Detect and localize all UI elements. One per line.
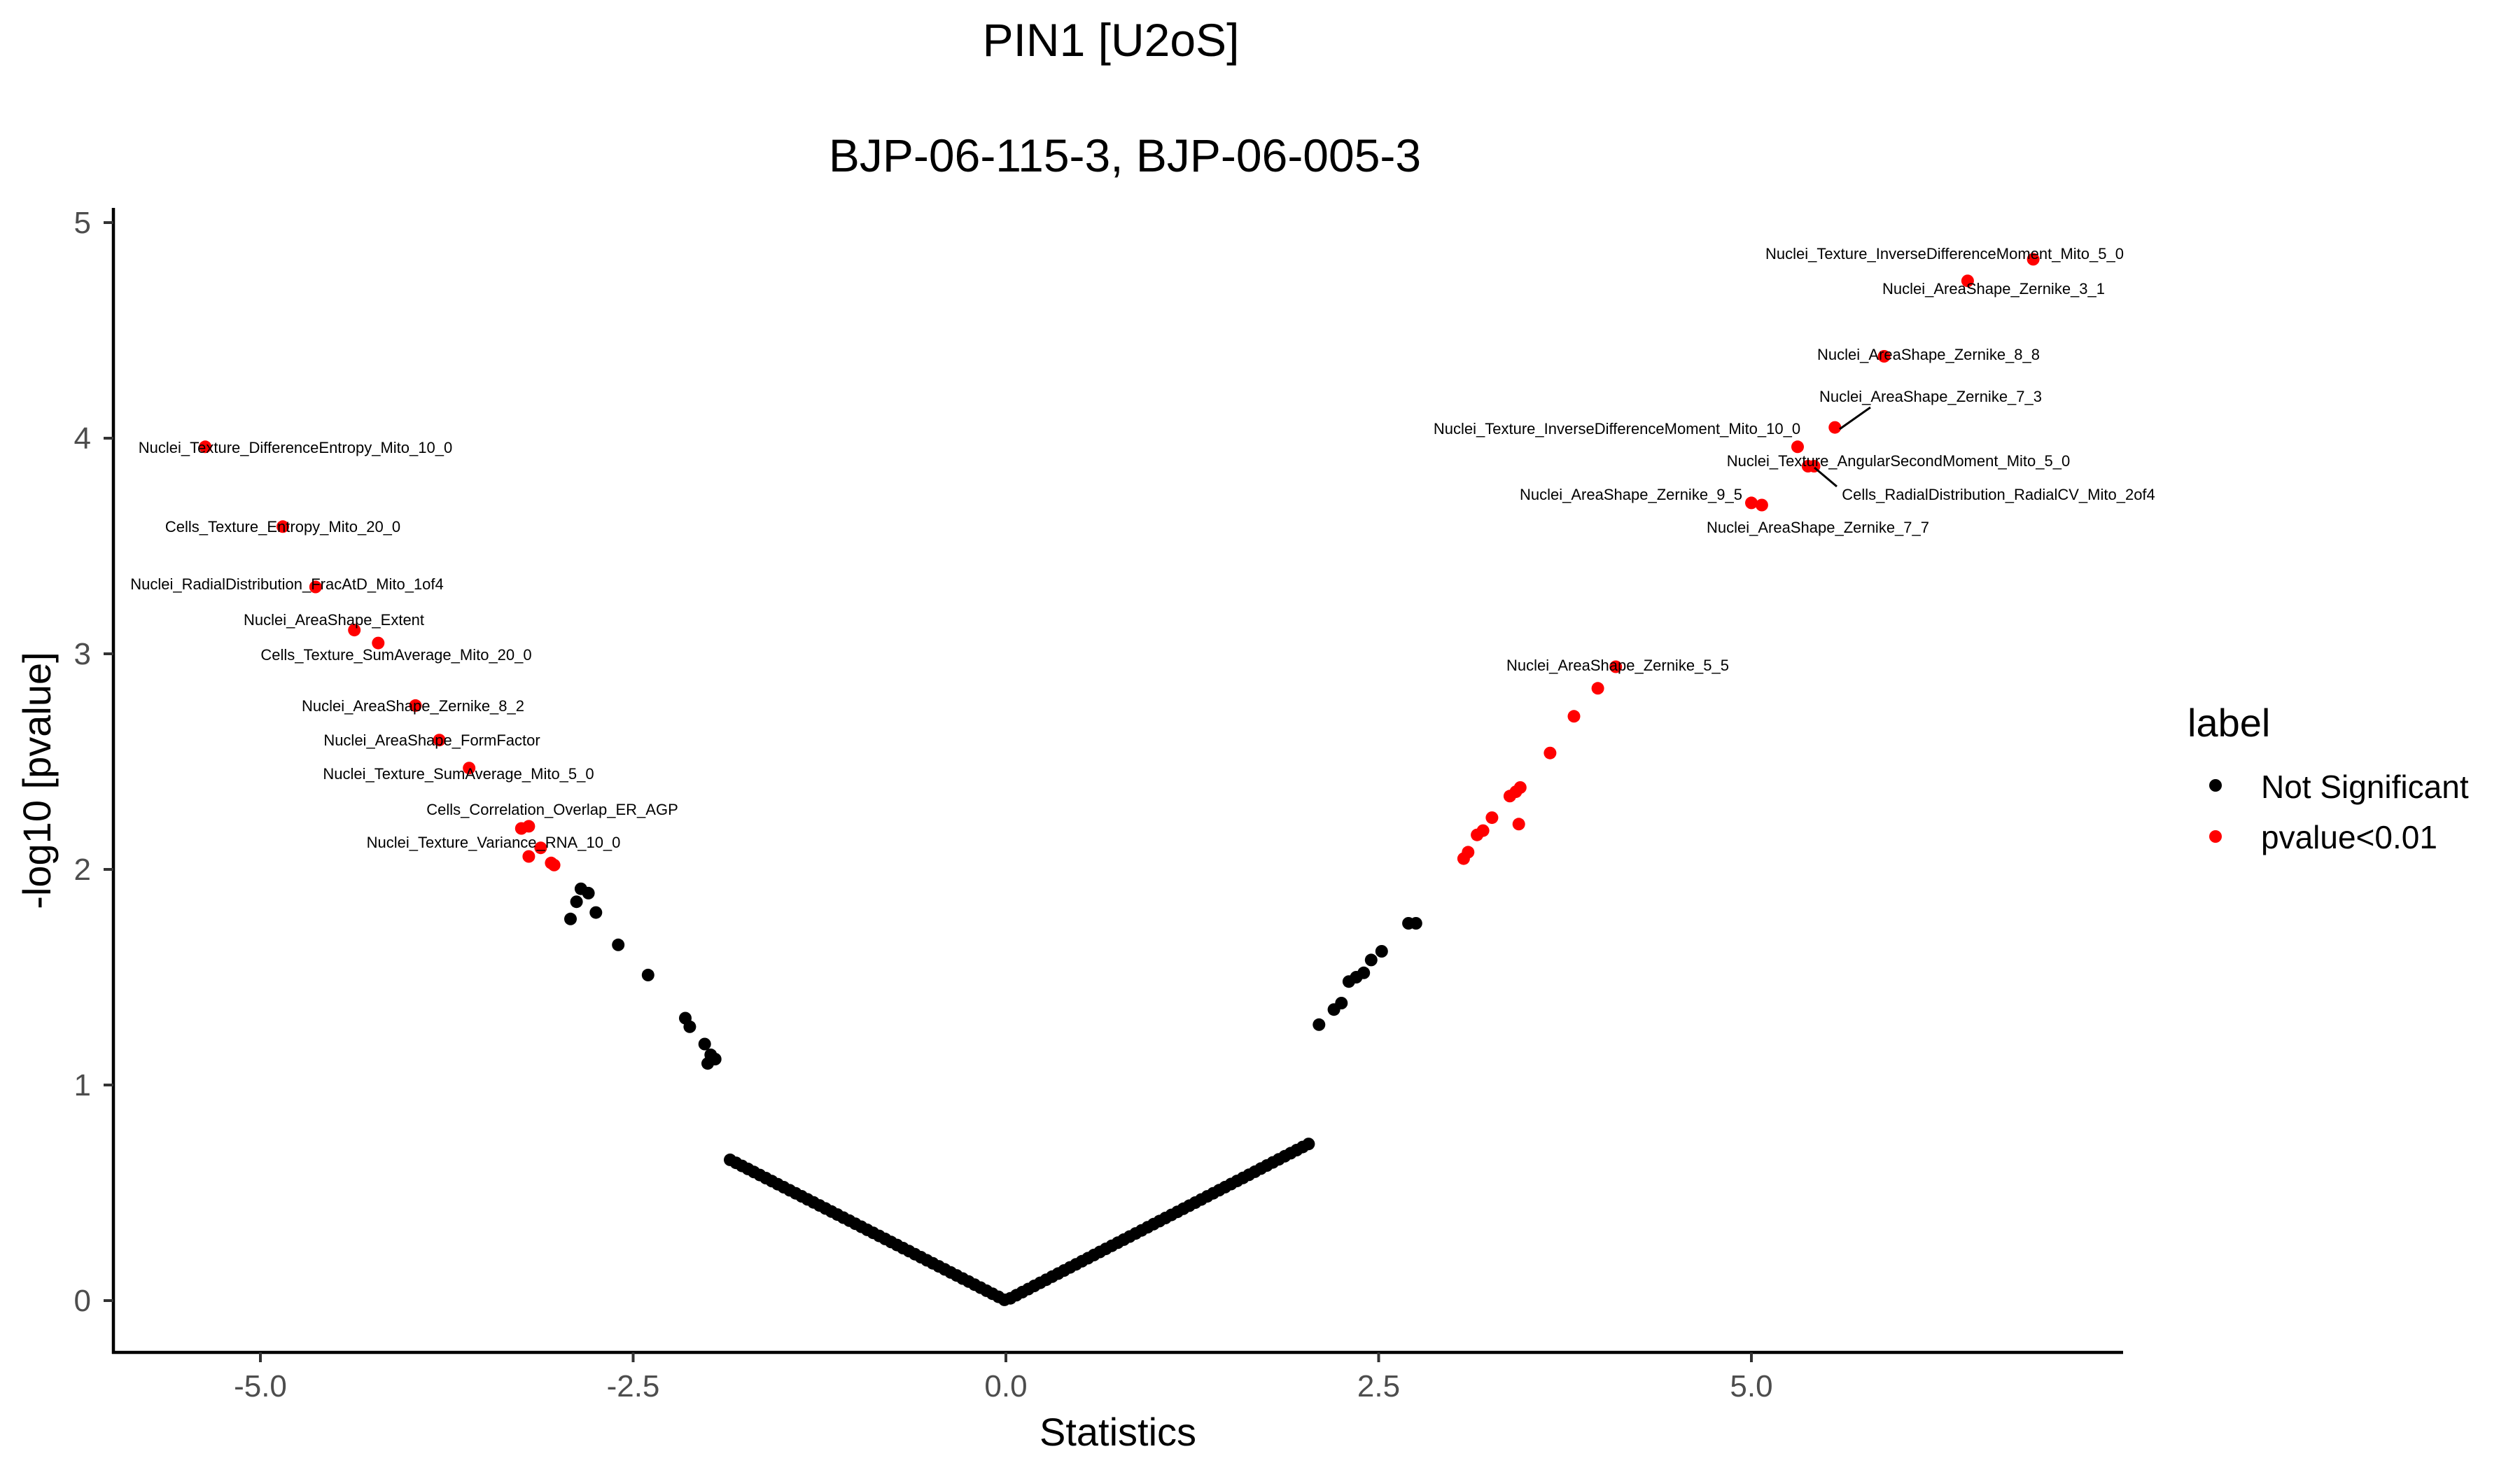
point-label: Nuclei_AreaShape_Zernike_8_2 (302, 697, 524, 715)
point-not-significant (1335, 997, 1348, 1009)
point-label: Nuclei_Texture_DifferenceEntropy_Mito_10… (139, 439, 452, 456)
legend-label-not-significant: Not Significant (2261, 769, 2469, 805)
point-label: Cells_Texture_Entropy_Mito_20_0 (165, 518, 400, 536)
point-label: Cells_Correlation_Overlap_ER_AGP (426, 801, 678, 818)
point-label: Cells_RadialDistribution_RadialCV_Mito_2… (1842, 486, 2155, 503)
point-label: Nuclei_Texture_Variance_RNA_10_0 (367, 834, 621, 851)
point-significant (1513, 818, 1525, 830)
point-significant (1457, 853, 1470, 865)
point-not-significant (1376, 945, 1388, 958)
point-label: Nuclei_RadialDistribution_FracAtD_Mito_1… (130, 575, 444, 593)
point-label: Nuclei_AreaShape_Zernike_9_5 (1520, 486, 1742, 503)
x-tick-label: -5.0 (234, 1369, 287, 1404)
x-tick-label: 2.5 (1357, 1369, 1400, 1404)
point-label: Nuclei_AreaShape_Extent (244, 611, 424, 629)
point-significant (1544, 747, 1556, 760)
point-significant (548, 859, 561, 872)
point-significant (1791, 440, 1804, 453)
point-significant (1485, 811, 1498, 824)
y-tick-label: 3 (74, 637, 91, 671)
point-significant (1568, 710, 1581, 722)
legend-key-significant (2209, 830, 2222, 843)
point-not-significant (1302, 1138, 1315, 1150)
x-tick-label: 0.0 (984, 1369, 1027, 1404)
point-not-significant (612, 939, 624, 951)
y-tick-label: 4 (74, 421, 91, 456)
point-label: Nuclei_AreaShape_Zernike_7_3 (1819, 388, 2042, 405)
legend-title: label (2188, 701, 2270, 745)
legend-label-significant: pvalue<0.01 (2261, 819, 2437, 855)
legend-key-not-significant (2209, 779, 2222, 792)
point-not-significant (582, 887, 595, 899)
point-significant (1592, 682, 1604, 694)
point-label: Nuclei_AreaShape_Zernike_7_7 (1707, 519, 1929, 536)
point-not-significant (683, 1021, 696, 1033)
point-label: Nuclei_Texture_InverseDifferenceMoment_M… (1434, 420, 1800, 438)
point-not-significant (1410, 917, 1422, 930)
x-tick-label: 5.0 (1730, 1369, 1772, 1404)
point-not-significant (570, 895, 583, 908)
point-significant (1828, 421, 1841, 434)
point-label: Nuclei_AreaShape_Zernike_8_8 (1817, 346, 2040, 363)
point-not-significant (642, 969, 654, 981)
point-label: Nuclei_Texture_SumAverage_Mito_5_0 (323, 765, 594, 783)
point-significant (1756, 499, 1768, 512)
chart-title: PIN1 [U2oS] (983, 14, 1240, 66)
y-tick-label: 0 (74, 1284, 91, 1318)
point-label: Cells_Texture_SumAverage_Mito_20_0 (260, 646, 531, 664)
y-tick-label: 5 (74, 206, 91, 240)
y-tick-label: 1 (74, 1068, 91, 1102)
point-label: Nuclei_Texture_AngularSecondMoment_Mito_… (1727, 452, 2070, 470)
chart-subtitle: BJP-06-115-3, BJP-06-005-3 (829, 130, 1421, 181)
point-significant (1504, 790, 1516, 802)
point-not-significant (709, 1053, 722, 1065)
point-label: Nuclei_Texture_InverseDifferenceMoment_M… (1765, 245, 2124, 262)
point-significant (1471, 829, 1483, 841)
x-tick-label: -2.5 (607, 1369, 660, 1404)
y-tick-label: 2 (74, 853, 91, 887)
point-label: Nuclei_AreaShape_FormFactor (323, 732, 540, 749)
point-not-significant (589, 906, 602, 919)
point-significant (522, 820, 535, 832)
point-label: Nuclei_AreaShape_Zernike_3_1 (1882, 280, 2105, 298)
point-not-significant (564, 913, 577, 925)
point-significant (1745, 496, 1758, 509)
point-not-significant (699, 1038, 711, 1051)
x-axis-label: Statistics (1040, 1410, 1196, 1454)
point-label: Nuclei_AreaShape_Zernike_5_5 (1506, 657, 1729, 674)
point-not-significant (1357, 967, 1370, 979)
y-axis-label: -log10 [pvalue] (15, 652, 59, 909)
point-significant (522, 850, 535, 863)
point-not-significant (1312, 1018, 1325, 1031)
point-not-significant (1365, 953, 1378, 966)
